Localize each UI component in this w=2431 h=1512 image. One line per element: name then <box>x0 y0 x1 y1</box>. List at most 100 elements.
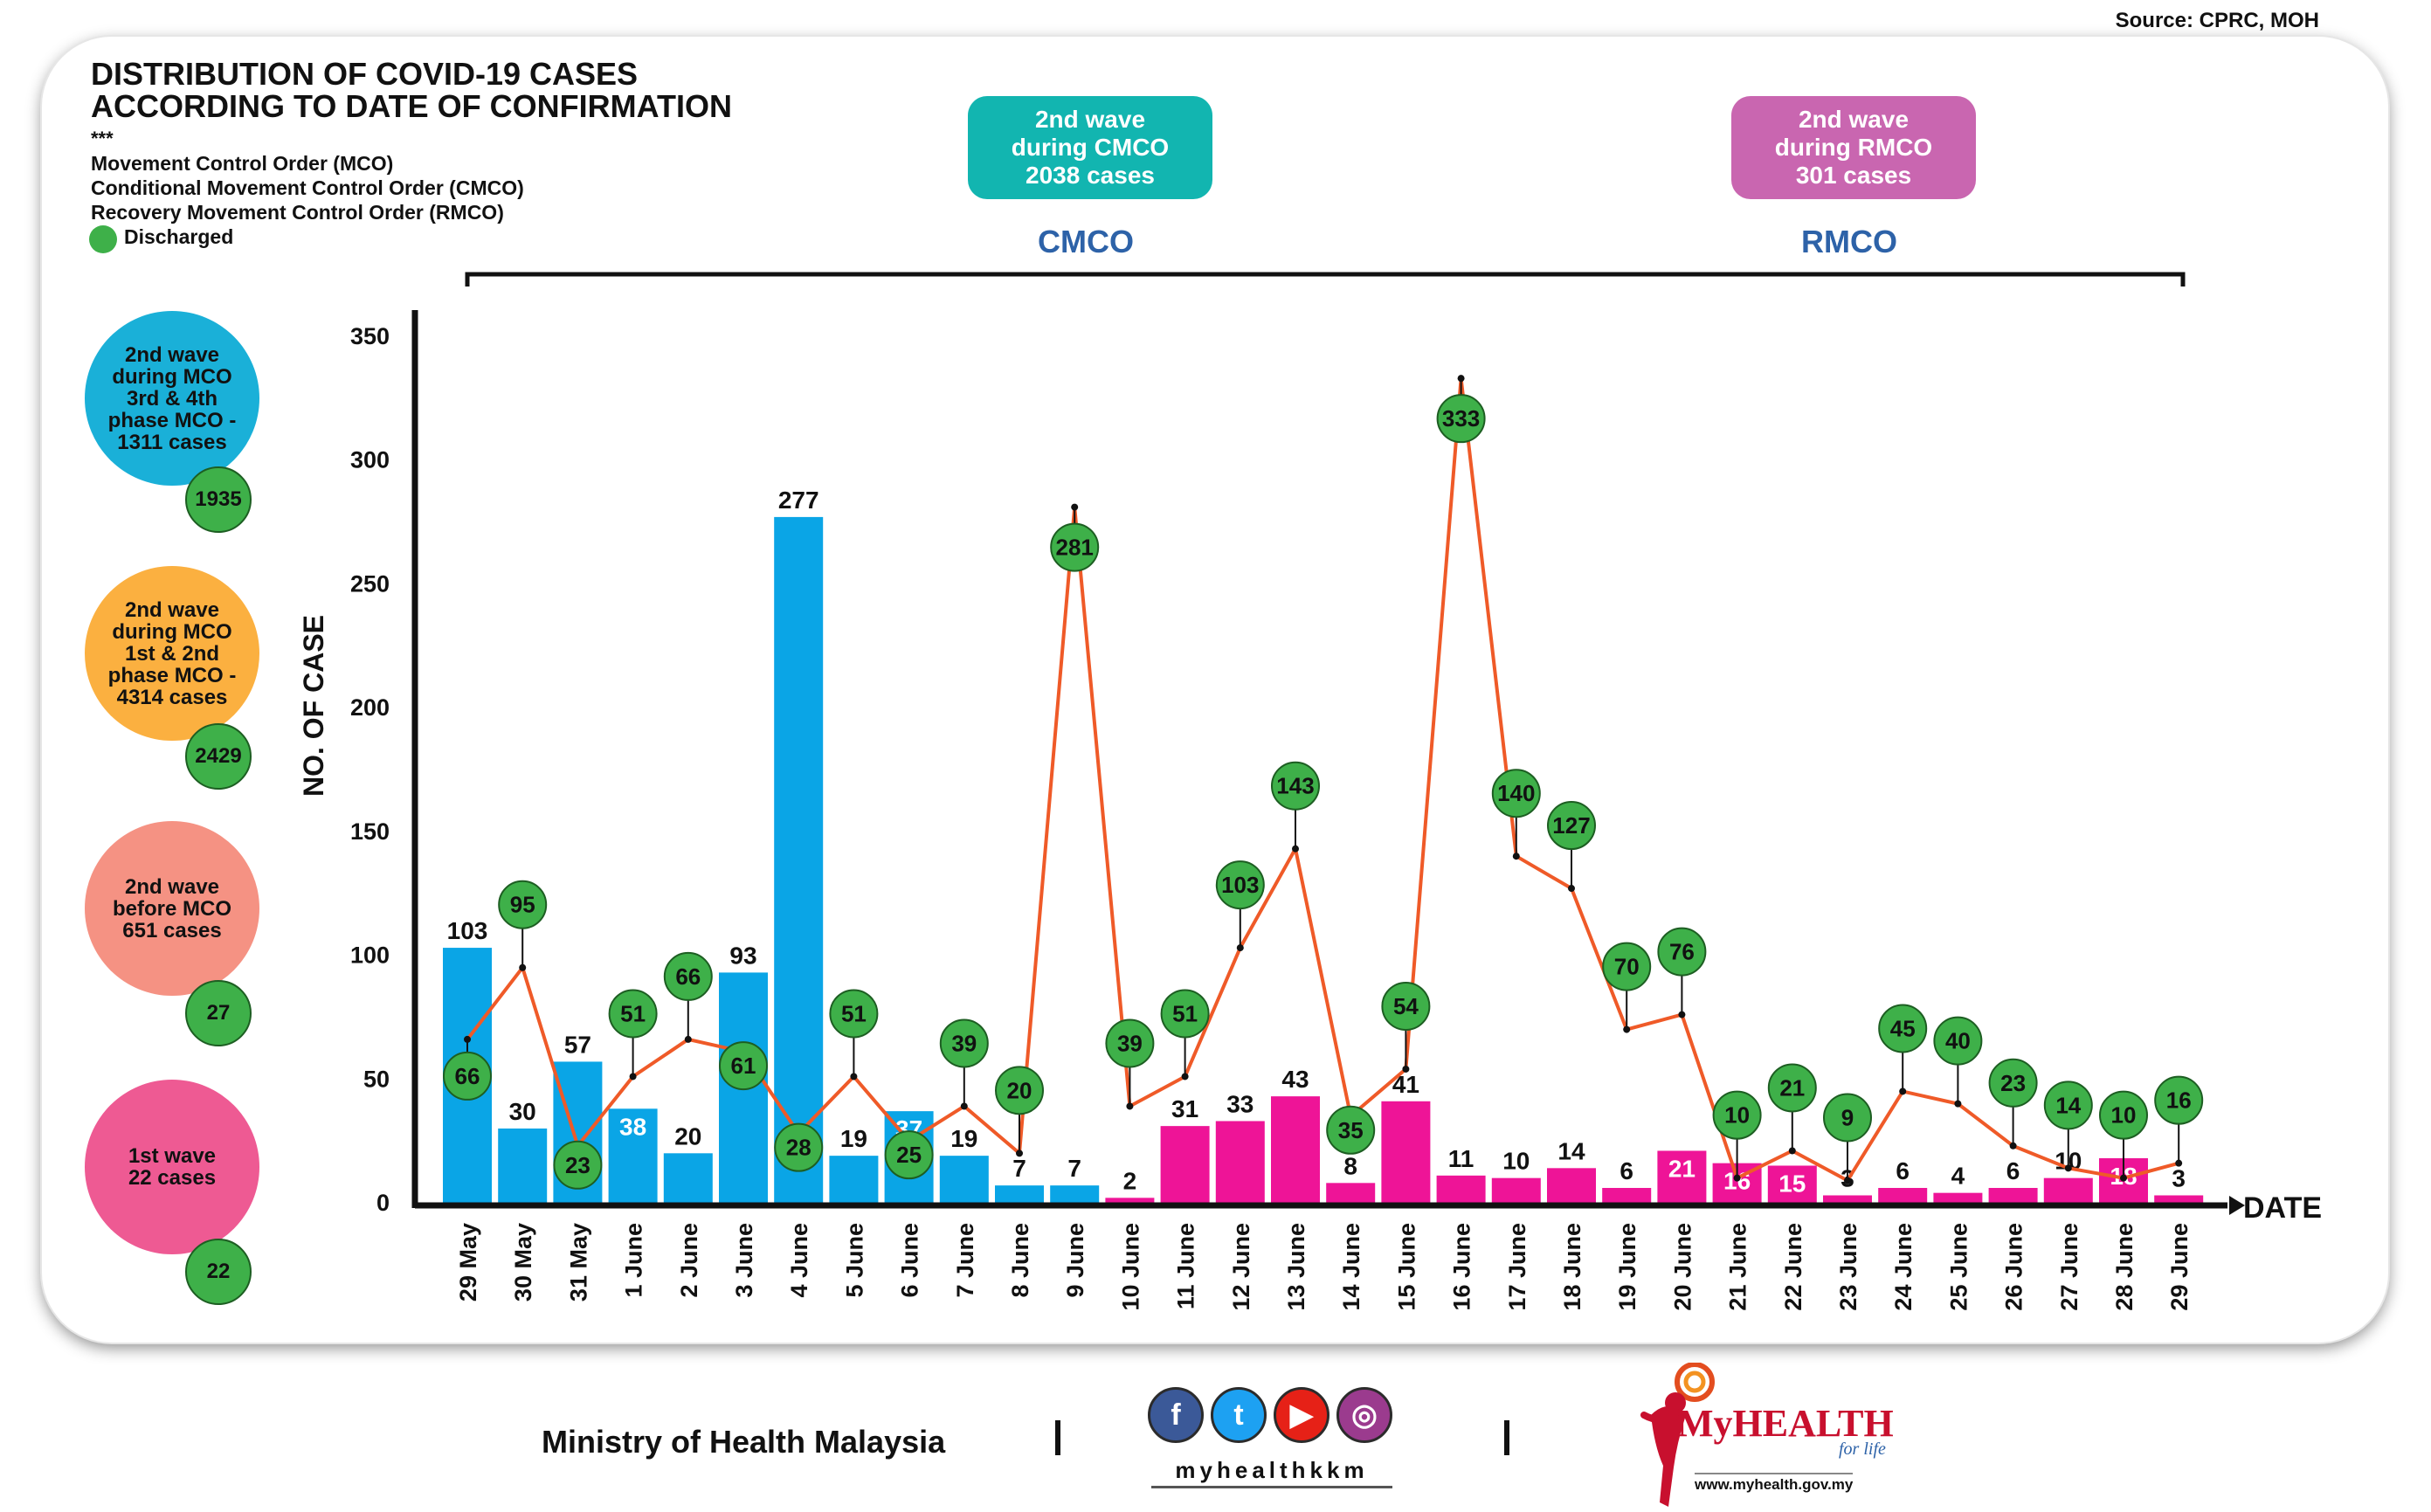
discharged-value-label: 51 <box>620 1000 646 1026</box>
bar-14 <box>1160 1126 1210 1203</box>
legend-discharged: Discharged <box>124 225 234 248</box>
bar-value-label: 7 <box>1067 1155 1081 1182</box>
x-tick-label: 23 June <box>1835 1223 1861 1311</box>
discharged-point <box>2120 1174 2127 1182</box>
bar-20 <box>1491 1177 1541 1203</box>
bubble-3-line-3: 651 cases <box>122 918 222 942</box>
youtube-icon[interactable]: ▶ <box>1274 1387 1329 1443</box>
x-tick-label: 21 June <box>1725 1223 1751 1311</box>
discharged-badge <box>2154 1075 2204 1125</box>
y-tick-0: 0 <box>376 1190 390 1216</box>
bubble-2-line-3: 1st & 2nd <box>124 641 220 666</box>
instagram-icon[interactable]: ◎ <box>1336 1387 1392 1443</box>
bar-value-label: 4 <box>1951 1163 1965 1190</box>
rmco-wave-line-3: 301 cases <box>1795 162 1912 189</box>
discharged-value-label: 16 <box>2166 1087 2192 1114</box>
discharged-value-label: 76 <box>1669 939 1695 965</box>
discharged-point <box>1402 1065 1410 1073</box>
x-tick-label: 4 June <box>786 1223 812 1298</box>
discharged-value-label: 70 <box>1614 954 1640 980</box>
x-tick-label: 16 June <box>1449 1223 1475 1311</box>
bar-13 <box>1105 1198 1155 1203</box>
x-axis-arrow <box>2229 1196 2245 1215</box>
bar-value-label: 21 <box>1668 1155 1695 1182</box>
source-note: Source: CPRC, MOH <box>2115 9 2319 32</box>
bar-value-label: 20 <box>674 1122 701 1150</box>
bar-7 <box>774 516 824 1203</box>
bar-2 <box>498 1128 548 1203</box>
discharged-badge <box>1215 860 1265 910</box>
discharged-value-label: 95 <box>510 892 535 918</box>
discharged-point <box>2175 1159 2183 1167</box>
bubble-4-line-1: 1st wave <box>128 1144 217 1168</box>
bar-25 <box>1767 1165 1817 1203</box>
bubble-2-line-4: phase MCO - <box>107 663 237 687</box>
cmco-wave-line-2: during CMCO <box>1011 134 1170 161</box>
discharged-value-label: 127 <box>1552 812 1590 839</box>
discharged-badge <box>774 1122 824 1172</box>
discharged-badge <box>884 1130 934 1180</box>
bar-value-label: 10 <box>1502 1148 1530 1175</box>
bar-22 <box>1602 1187 1652 1203</box>
cmco-wave-line-3: 2038 cases <box>1026 162 1155 189</box>
bar-value-label: 57 <box>564 1031 591 1058</box>
discharged-badge <box>1878 1004 1928 1053</box>
bar-value-label: 43 <box>1281 1066 1309 1093</box>
y-tick-300: 300 <box>350 447 390 473</box>
bubble-2-line-1: 2nd wave <box>124 597 220 622</box>
x-tick-label: 31 May <box>565 1223 591 1301</box>
bar-value-label: 277 <box>778 487 819 514</box>
discharged-badge <box>1436 394 1486 444</box>
discharged-badge <box>1271 761 1320 811</box>
phase-bracket <box>465 272 2186 287</box>
x-tick-label: 20 June <box>1669 1223 1695 1311</box>
cmco-wave-box: 2nd wave during CMCO 2038 cases <box>968 96 1212 199</box>
discharged-value-label: 39 <box>951 1030 977 1056</box>
discharged-point <box>1292 845 1299 853</box>
discharged-value-label: 143 <box>1276 773 1314 799</box>
discharged-value-label: 140 <box>1497 780 1535 806</box>
myhealth-tagline: for life <box>1839 1440 1886 1459</box>
bubble-3-line-1: 2nd wave <box>124 874 220 899</box>
bar-30 <box>2043 1177 2093 1203</box>
bubble-1-line-1: 2nd wave <box>124 342 220 367</box>
discharged-legend-dot <box>89 225 117 253</box>
discharged-badge <box>1657 927 1707 977</box>
bar-17 <box>1326 1183 1376 1203</box>
bar-value-label: 6 <box>1896 1157 1910 1184</box>
y-tick-50: 50 <box>363 1066 390 1092</box>
rmco-wave-line-2: during RMCO <box>1774 134 1933 161</box>
bar-10 <box>939 1156 989 1203</box>
rmco-wave-line-1: 2nd wave <box>1798 106 1910 133</box>
discharged-point <box>684 1035 692 1043</box>
bar-19 <box>1436 1175 1486 1203</box>
bubble-mco-phase-1-2: 2nd wave during MCO 1st & 2nd phase MCO … <box>85 566 259 741</box>
discharged-badge <box>1712 1090 1762 1140</box>
facebook-icon[interactable]: f <box>1148 1387 1204 1443</box>
footer-separator-1 <box>1055 1420 1060 1455</box>
y-tick-200: 200 <box>350 694 390 721</box>
discharged-point <box>960 1102 968 1110</box>
bubble-4-discharged-badge: 22 <box>185 1239 252 1305</box>
rmco-wave-box: 2nd wave during RMCO 301 cases <box>1731 96 1976 199</box>
discharged-badge <box>1326 1105 1376 1155</box>
x-tick-label: 29 May <box>455 1223 481 1301</box>
bar-value-label: 103 <box>447 917 488 944</box>
x-tick-label: 30 May <box>510 1223 536 1301</box>
chart-card <box>42 37 2388 1343</box>
bubble-before-mco: 2nd wave before MCO 651 cases <box>85 821 259 996</box>
bar-value-label: 19 <box>950 1125 977 1152</box>
discharged-badge <box>1381 981 1431 1031</box>
discharged-point <box>1512 853 1520 860</box>
chart-title: DISTRIBUTION OF COVID-19 CASES ACCORDING… <box>91 58 732 122</box>
legend-rmco: Recovery Movement Control Order (RMCO) <box>91 201 504 224</box>
x-tick-label: 2 June <box>676 1223 702 1298</box>
bar-value-label: 3 <box>2172 1164 2186 1191</box>
bubble-2-line-2: during MCO <box>112 619 232 644</box>
twitter-icon[interactable]: t <box>1211 1387 1267 1443</box>
social-handle: myhealthkkm <box>1151 1457 1392 1488</box>
myhealth-brand: MyHEALTH <box>1677 1402 1894 1445</box>
bar-value-label: 31 <box>1171 1095 1198 1122</box>
bar-15 <box>1215 1121 1265 1203</box>
bar-5 <box>663 1153 713 1203</box>
